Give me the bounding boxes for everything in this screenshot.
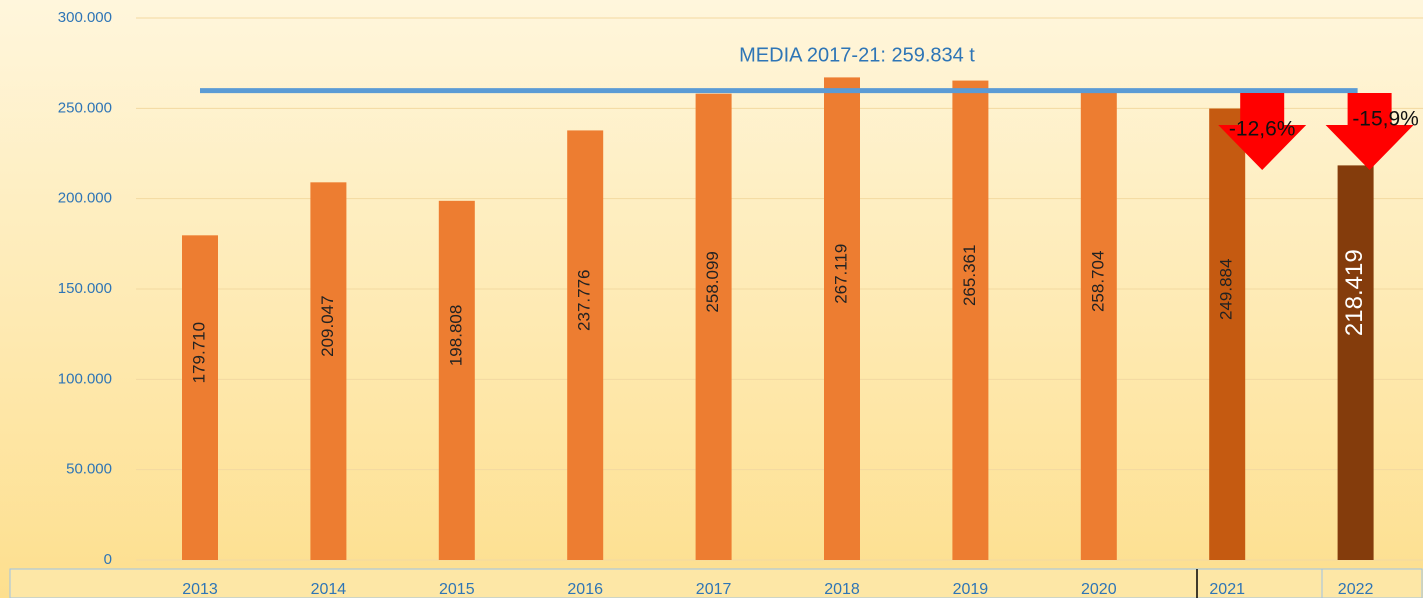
y-tick-label: 250.000 [58, 99, 112, 116]
y-tick-label: 150.000 [58, 280, 112, 297]
value-label: 265.361 [960, 245, 979, 306]
value-label: 258.704 [1088, 251, 1107, 312]
value-label: 237.776 [575, 269, 594, 330]
annotation: -12,6% [1229, 118, 1296, 141]
x-tick-label: 2020 [1081, 581, 1117, 598]
bar [182, 235, 218, 561]
bar [310, 182, 347, 560]
value-label: 258.099 [703, 251, 722, 312]
value-label: 198.808 [446, 305, 465, 366]
value-label: 267.119 [831, 244, 850, 304]
y-tick-label: 100.000 [58, 370, 112, 387]
value-label: 209.047 [318, 295, 337, 356]
value-label: 218.419 [1341, 249, 1368, 336]
y-tick-label: 0 [104, 551, 112, 568]
bar [438, 200, 475, 561]
down-arrow [1218, 93, 1307, 170]
y-tick-label: 300.000 [58, 9, 112, 26]
x-tick-label: 2016 [567, 581, 603, 598]
annotation: -15,9% [1352, 108, 1419, 131]
bar [695, 93, 732, 560]
bar [567, 130, 604, 560]
y-tick-label: 200.000 [58, 190, 112, 207]
x-tick-label: 2015 [439, 581, 475, 598]
x-tick-label: 2019 [953, 581, 989, 598]
bar [1080, 92, 1117, 561]
category-band [9, 568, 1423, 598]
value-label: 179.710 [189, 322, 208, 383]
x-tick-label: 2017 [696, 581, 732, 598]
x-tick-label: 2021 [1209, 581, 1245, 598]
bar [824, 77, 860, 561]
mean-label: MEDIA 2017-21: 259.834 t [739, 44, 975, 66]
x-tick-label: 2022 [1338, 581, 1374, 598]
down-arrow [1325, 93, 1414, 170]
bar [1337, 165, 1374, 560]
x-tick-label: 2013 [182, 581, 218, 598]
value-label: 249.884 [1217, 259, 1236, 320]
x-tick-label: 2014 [311, 581, 347, 598]
y-tick-label: 50.000 [66, 461, 112, 478]
bar [952, 80, 989, 561]
bar [1209, 108, 1246, 560]
x-tick-label: 2018 [824, 581, 860, 598]
